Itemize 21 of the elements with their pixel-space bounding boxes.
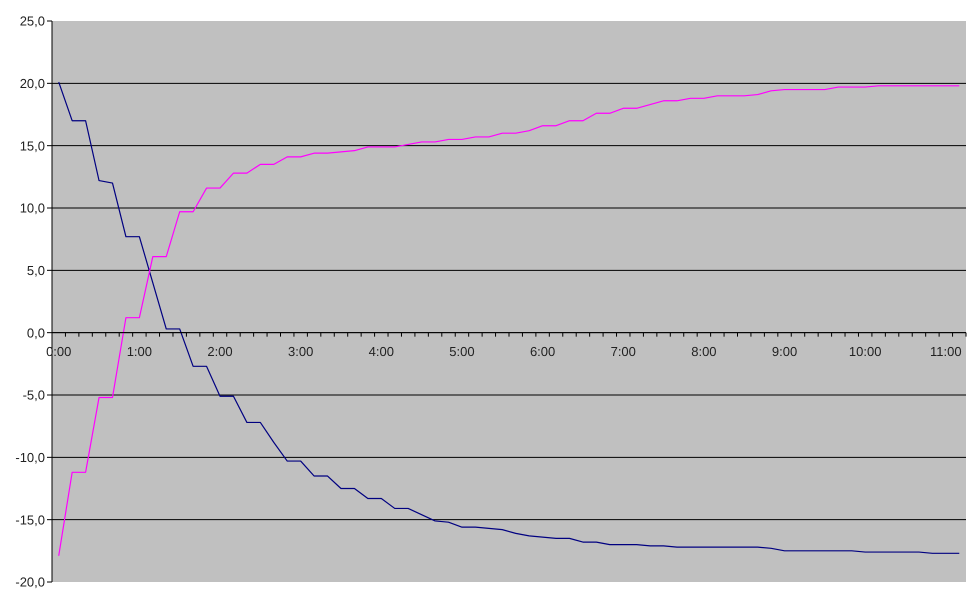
x-tick-label: 1:00 [126,344,152,360]
y-tick-label: -10,0 [15,450,45,465]
x-tick-label: 9:00 [772,344,798,360]
y-tick-label: -5,0 [22,388,45,403]
x-tick-label: 11:00 [930,344,962,360]
y-tick-label: -15,0 [15,512,45,528]
x-tick-label: 8:00 [691,344,717,360]
y-tick-label: 0,0 [26,325,45,340]
x-tick-label: 2:00 [207,344,233,360]
x-tick-label: 3:00 [288,344,314,360]
x-tick-label: 7:00 [610,344,636,360]
x-tick-label: 4:00 [368,344,394,360]
y-tick-label: 10,0 [20,200,45,216]
x-tick-label: 10:00 [848,344,882,360]
y-tick-label: 25,0 [20,14,45,29]
y-tick-label: -20,0 [15,574,45,590]
y-tick-label: 15,0 [20,138,45,154]
x-tick-label: 5:00 [449,344,475,360]
x-tick-label: 6:00 [530,344,556,360]
y-tick-label: 5,0 [26,262,45,278]
y-tick-label: 20,0 [20,76,45,91]
